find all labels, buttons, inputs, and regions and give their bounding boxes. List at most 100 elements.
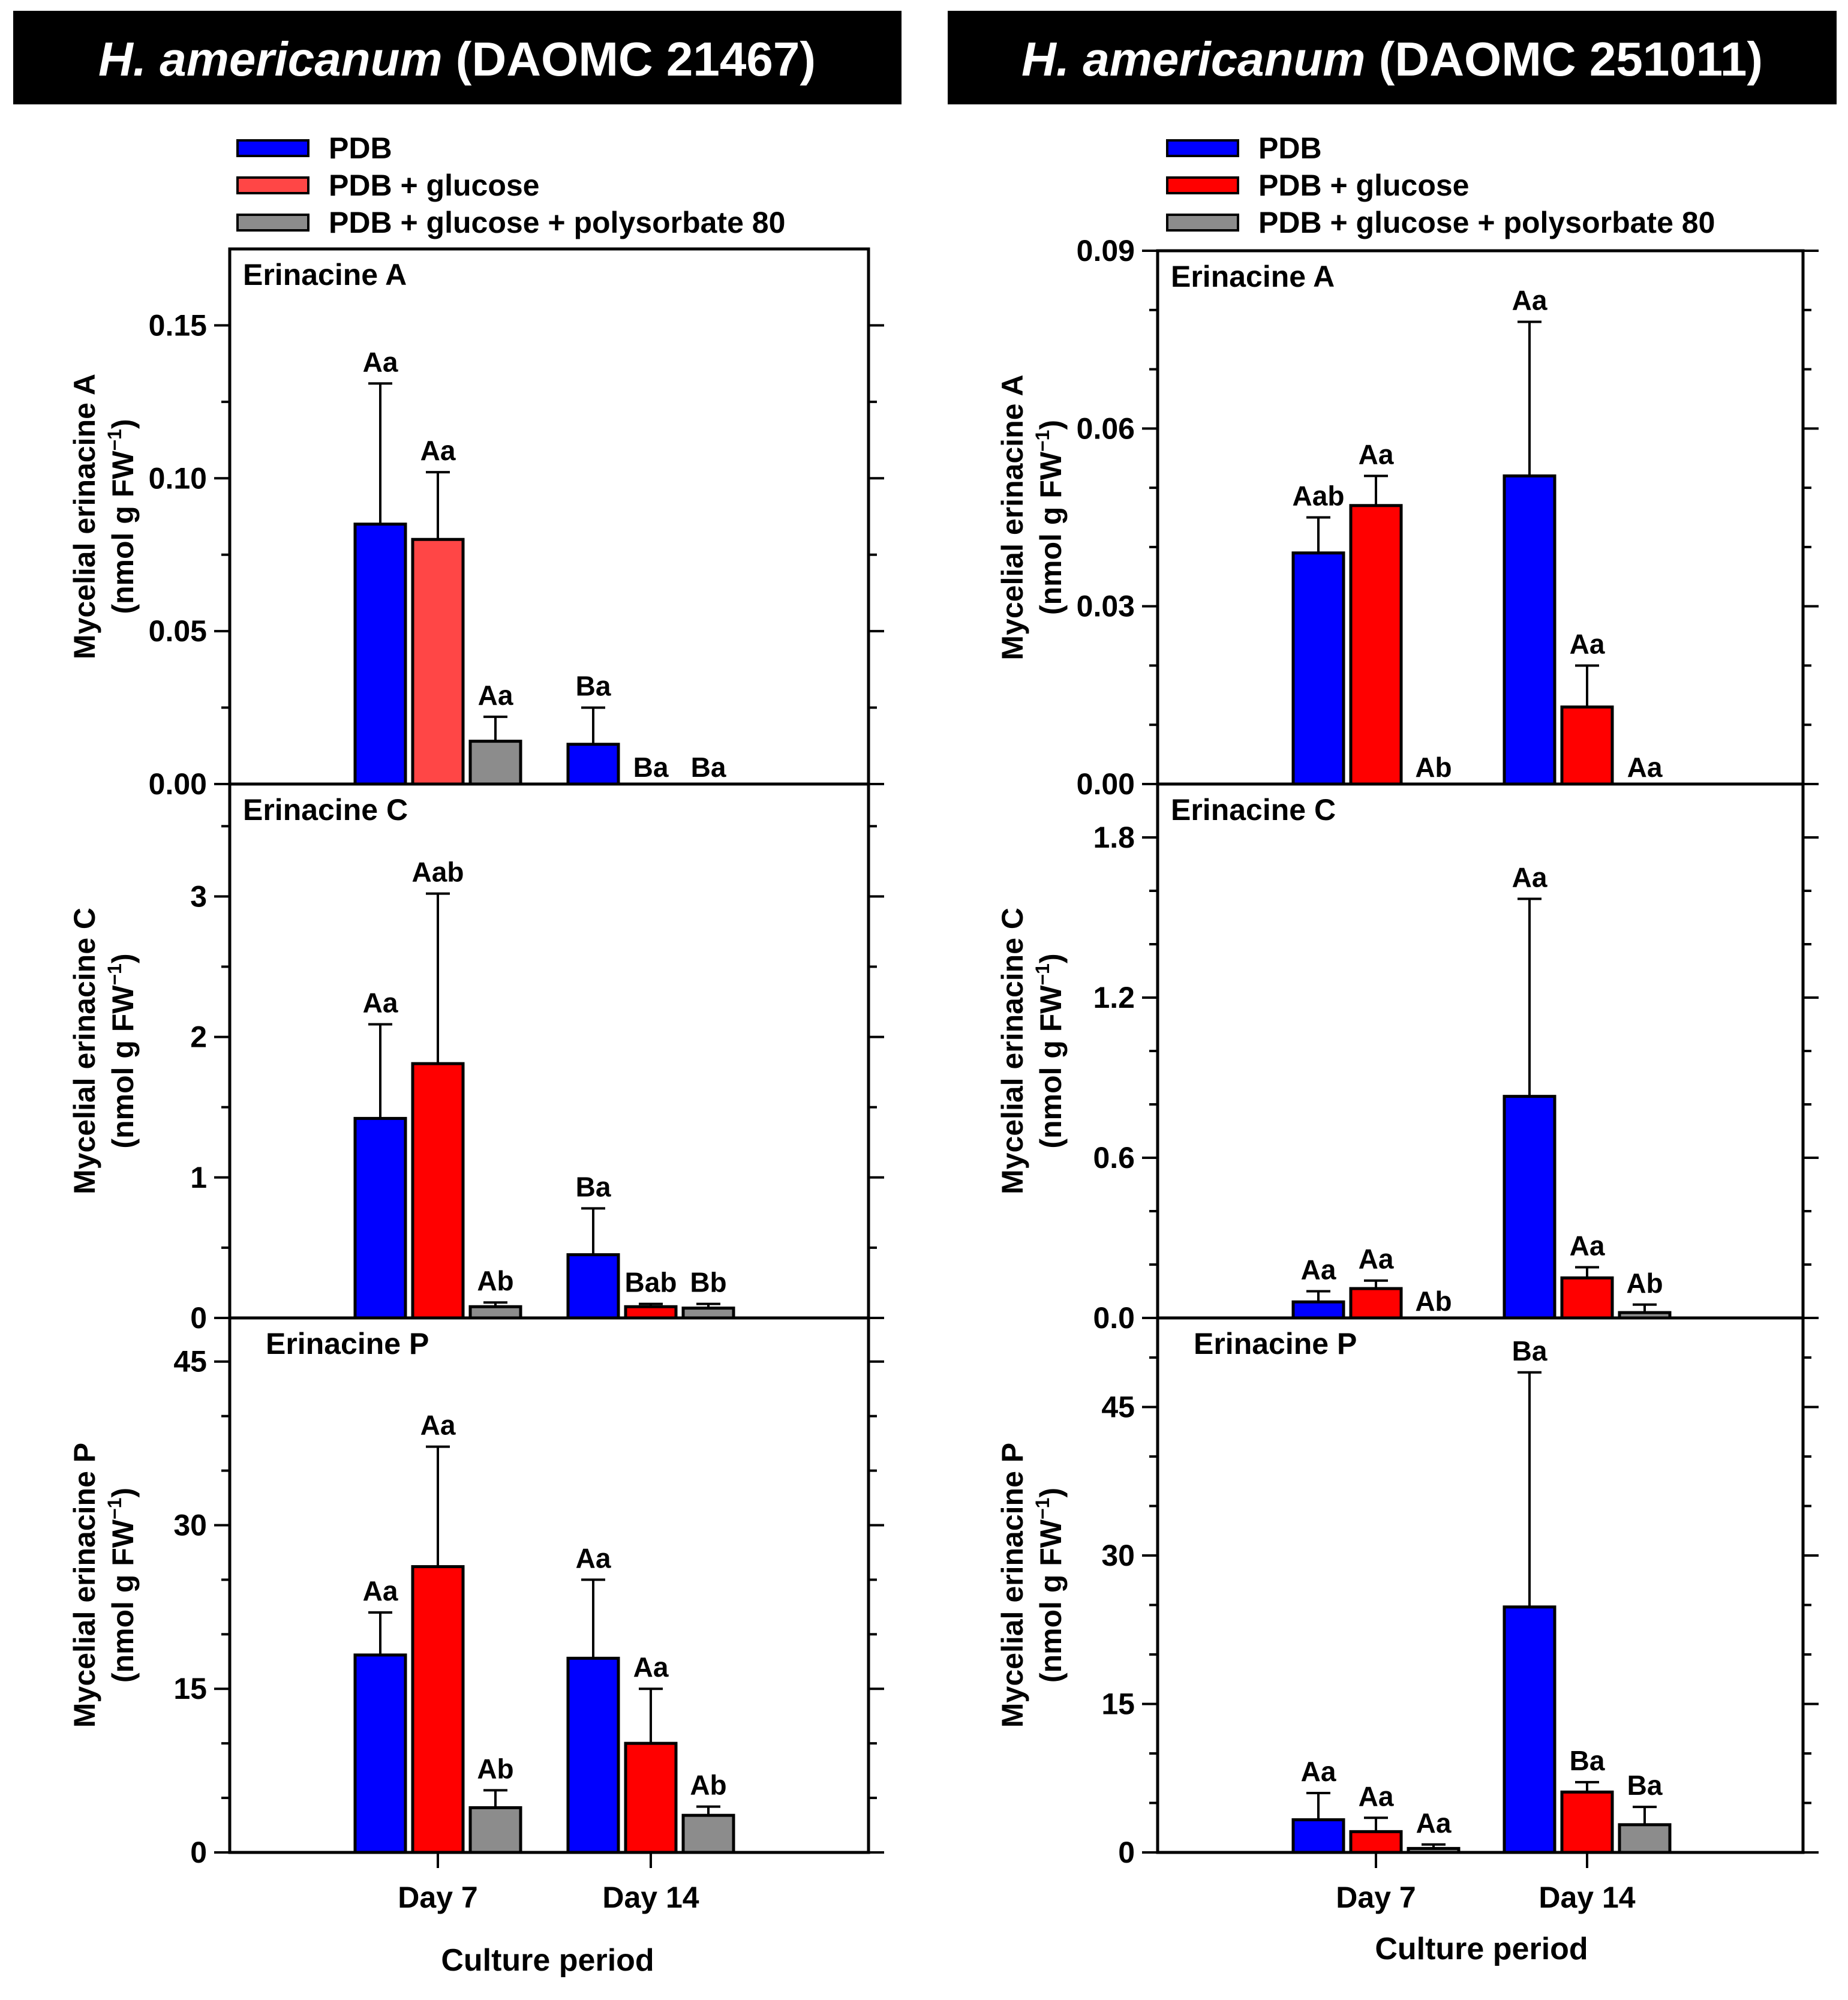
strain-title-italic: H. americanum	[1021, 32, 1366, 86]
significance-label: Aa	[420, 1410, 456, 1441]
bar	[1291, 551, 1345, 786]
y-axis-label: Mycelial erinacine P (nmol g FW−1)	[996, 1443, 1068, 1728]
significance-label: Ba	[576, 671, 611, 702]
unit-exponent: −1	[1032, 963, 1053, 985]
y-axis-label-main: Mycelial erinacine A	[68, 374, 101, 659]
y-axis-label-main: Mycelial erinacine P	[68, 1443, 101, 1728]
panel-title: Erinacine C	[1171, 793, 1336, 827]
bar	[1407, 1846, 1461, 1854]
y-tick-label: 0.10	[149, 461, 207, 495]
significance-label: Aa	[1570, 628, 1605, 659]
y-tick-label: 2	[190, 1020, 207, 1054]
unit-exponent: −1	[104, 429, 125, 451]
unit-close: )	[106, 419, 140, 429]
legend-entry-1: PDB	[329, 131, 392, 165]
bar	[1503, 1095, 1556, 1320]
legend-swatch-3	[236, 214, 309, 232]
significance-label: Aa	[363, 346, 398, 377]
y-tick-label: 45	[173, 1345, 207, 1379]
y-axis-label-unit: (nmol g FW−1)	[104, 953, 140, 1148]
y-tick-label: 0.6	[1093, 1141, 1135, 1175]
significance-label: Aa	[576, 1542, 611, 1573]
y-tick-label: 0.00	[149, 767, 207, 801]
significance-label: Aa	[1359, 1244, 1394, 1275]
panel-erinacine-a-col1: 0.00 0.05 0.10 0.15 Erinacine A Mycelial erin…	[68, 247, 884, 801]
unit-base: (nmol g FW	[1034, 1519, 1068, 1683]
bar	[566, 743, 620, 786]
y-axis-label: Mycelial erinacine A (nmol g FW−1)	[68, 374, 140, 659]
bar	[411, 537, 465, 786]
bar	[566, 1253, 620, 1320]
plot-frame	[1156, 249, 1805, 786]
bar	[1560, 705, 1614, 786]
panel-erinacine-a-col2: 0.00 0.03 0.06 0.09 Erinacine A Mycelial erin…	[996, 234, 1819, 801]
bar	[1560, 1790, 1614, 1854]
bar	[1349, 504, 1403, 786]
bar	[1560, 1276, 1614, 1320]
y-tick-label: 0.06	[1077, 412, 1135, 445]
legend-entry-2: PDB + glucose	[1258, 169, 1470, 202]
unit-exponent: −1	[104, 963, 125, 985]
column-1: H. americanum (DAOMC 21467) PDB PDB + gluc…	[13, 11, 902, 1978]
bar	[468, 1305, 522, 1320]
bar	[1349, 1830, 1403, 1854]
significance-label: Aab	[412, 857, 464, 888]
legend-entry-1: PDB	[1258, 131, 1322, 165]
y-tick-label: 30	[1101, 1539, 1135, 1572]
legend-swatch-3	[1166, 214, 1239, 232]
x-category-label: Day 7	[398, 1881, 477, 1914]
strain-title-rest: (DAOMC 21467)	[443, 32, 816, 86]
bar	[411, 1062, 465, 1320]
significance-label: Ab	[1626, 1268, 1663, 1299]
significance-label: Ba	[1512, 1335, 1547, 1367]
y-tick-label: 1.2	[1093, 981, 1135, 1014]
legend-swatch-2	[236, 176, 309, 194]
significance-label: Ba	[576, 1171, 611, 1202]
y-tick-label: 0	[1118, 1836, 1135, 1869]
y-tick-label: 0.03	[1077, 590, 1135, 623]
bar	[1349, 1287, 1403, 1320]
significance-label: Aa	[363, 987, 398, 1019]
unit-base: (nmol g FW	[1034, 451, 1068, 615]
bar	[1503, 1605, 1556, 1854]
unit-exponent: −1	[1032, 430, 1053, 452]
y-axis-label-unit: (nmol g FW−1)	[1032, 420, 1068, 615]
plot-frame	[228, 247, 870, 786]
y-tick-label: 0.09	[1077, 234, 1135, 268]
panel-erinacine-p-col2: 0 15 30 45 Erinacine P Mycelial erinacine P (n…	[996, 1316, 1819, 1869]
strain-title-italic: H. americanum	[98, 32, 443, 86]
bar	[1503, 474, 1556, 786]
y-axis-label-main: Mycelial erinacine P	[996, 1443, 1029, 1728]
significance-label: Aa	[1359, 439, 1394, 470]
legend-entry-3: PDB + glucose + polysorbate 80	[329, 206, 785, 239]
significance-label: Aa	[420, 435, 456, 466]
y-tick-label: 15	[173, 1672, 207, 1705]
legend-entry-2: PDB + glucose	[329, 169, 540, 202]
unit-close: )	[1034, 1488, 1068, 1498]
panel-erinacine-c-col2: 0.0 0.6 1.2 1.8 Erinacine C Mycelial erinacin…	[996, 782, 1819, 1335]
x-axis-label: Culture period	[1375, 1932, 1588, 1966]
bar	[1291, 1300, 1345, 1320]
bar	[566, 1656, 620, 1854]
y-tick-label: 0	[190, 1836, 207, 1869]
strain-title: H. americanum (DAOMC 21467)	[98, 32, 816, 86]
y-tick-label: 15	[1101, 1687, 1135, 1721]
significance-label: Aa	[633, 1651, 669, 1683]
y-tick-label: 0.05	[149, 614, 207, 648]
unit-base: (nmol g FW	[106, 1519, 140, 1683]
significance-label: Aa	[478, 680, 513, 711]
y-axis-label: Mycelial erinacine A (nmol g FW−1)	[996, 374, 1068, 660]
significance-label: Aa	[1512, 285, 1547, 316]
x-category-label: Day 7	[1336, 1881, 1416, 1914]
significance-label: Aa	[363, 1575, 398, 1606]
unit-base: (nmol g FW	[1034, 985, 1068, 1149]
bar	[681, 1813, 735, 1854]
plot-frame	[228, 1316, 870, 1854]
column-2: H. americanum (DAOMC 251011) PDB PDB + glu…	[948, 11, 1837, 1966]
significance-label: Aa	[1512, 861, 1547, 893]
panel-title: Erinacine C	[243, 793, 408, 827]
y-tick-label: 1.8	[1093, 821, 1135, 854]
bar	[468, 740, 522, 786]
panel-erinacine-p-col1: 0 15 30 45 Erinacine P Mycelial erinacine P (n…	[68, 1316, 884, 1869]
bar	[468, 1806, 522, 1854]
